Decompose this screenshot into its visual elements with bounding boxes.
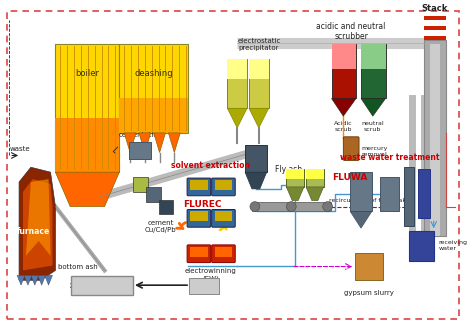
FancyBboxPatch shape [306,169,324,179]
FancyBboxPatch shape [55,44,119,172]
FancyBboxPatch shape [331,44,356,69]
Circle shape [286,202,296,212]
FancyBboxPatch shape [146,187,161,202]
Polygon shape [331,98,356,116]
FancyBboxPatch shape [249,59,269,108]
FancyBboxPatch shape [71,276,133,295]
Polygon shape [154,133,165,152]
Polygon shape [124,133,136,152]
Text: furnace: furnace [17,227,50,236]
Polygon shape [245,172,267,189]
FancyBboxPatch shape [190,180,208,190]
Text: zinc >99.995%: zinc >99.995% [70,281,133,290]
Text: gypsum slurry: gypsum slurry [344,290,394,296]
FancyBboxPatch shape [187,178,210,196]
Polygon shape [23,179,53,270]
FancyBboxPatch shape [228,59,247,108]
FancyBboxPatch shape [306,169,324,187]
Polygon shape [228,108,247,128]
Text: bottom ash: bottom ash [58,265,98,270]
Text: Stack: Stack [421,4,448,12]
FancyBboxPatch shape [119,44,188,133]
FancyBboxPatch shape [380,177,399,212]
FancyBboxPatch shape [215,247,232,257]
FancyBboxPatch shape [215,180,232,190]
FancyBboxPatch shape [215,212,232,221]
Text: ⌐: ⌐ [110,143,124,156]
Polygon shape [168,133,180,152]
FancyBboxPatch shape [252,202,330,212]
Text: Acidic
scrub: Acidic scrub [334,121,353,132]
FancyBboxPatch shape [212,245,235,263]
Polygon shape [19,167,55,280]
Text: FLUREC: FLUREC [183,199,222,209]
Polygon shape [286,187,304,201]
FancyBboxPatch shape [249,59,269,79]
Polygon shape [361,98,385,116]
Circle shape [250,202,260,212]
FancyBboxPatch shape [129,142,151,159]
FancyBboxPatch shape [409,231,434,261]
FancyBboxPatch shape [119,98,188,133]
FancyBboxPatch shape [159,200,173,215]
Text: acidic and neutral
scrubber: acidic and neutral scrubber [317,22,386,42]
FancyBboxPatch shape [286,169,304,179]
Text: waste water treatment: waste water treatment [340,153,439,162]
FancyBboxPatch shape [424,26,446,30]
Polygon shape [17,275,25,285]
Text: mercury
removal: mercury removal [361,146,387,157]
Polygon shape [24,275,32,285]
Text: cement
Cu/Cd/Pb: cement Cu/Cd/Pb [145,220,176,233]
Text: boiler: boiler [75,69,99,78]
Text: EW cell: EW cell [191,283,217,289]
Text: electrowinning
(EW): electrowinning (EW) [185,268,237,282]
FancyBboxPatch shape [55,118,119,172]
FancyBboxPatch shape [190,247,208,257]
Text: FLUWA: FLUWA [333,173,368,181]
Circle shape [323,202,333,212]
FancyBboxPatch shape [245,145,267,172]
Text: deashing: deashing [134,69,173,78]
FancyBboxPatch shape [212,178,235,196]
FancyBboxPatch shape [361,44,385,69]
FancyBboxPatch shape [424,16,446,20]
Text: Fly ash: Fly ash [274,165,301,174]
FancyBboxPatch shape [212,210,235,227]
Polygon shape [306,187,324,201]
Text: waste: waste [9,146,30,151]
Text: electrostatic
precipitator: electrostatic precipitator [237,38,281,51]
FancyBboxPatch shape [418,169,430,218]
Text: solvent extraction: solvent extraction [171,161,250,170]
FancyBboxPatch shape [133,177,148,192]
Polygon shape [350,212,372,228]
FancyBboxPatch shape [361,44,385,98]
Polygon shape [249,108,269,128]
Polygon shape [139,133,151,152]
FancyBboxPatch shape [430,44,439,236]
Text: recirculation of filter cake: recirculation of filter cake [329,198,410,203]
Text: neutral
scrub: neutral scrub [362,121,384,132]
FancyBboxPatch shape [404,167,414,226]
FancyBboxPatch shape [187,210,210,227]
FancyBboxPatch shape [228,59,247,79]
Polygon shape [31,275,39,285]
FancyBboxPatch shape [187,245,210,263]
FancyBboxPatch shape [343,137,359,160]
FancyBboxPatch shape [331,44,356,98]
Text: receiving
water: receiving water [438,240,468,251]
FancyBboxPatch shape [424,40,446,236]
Text: cementation: cementation [119,132,163,138]
FancyBboxPatch shape [189,278,219,294]
FancyBboxPatch shape [190,212,208,221]
FancyBboxPatch shape [350,172,372,212]
FancyBboxPatch shape [424,36,446,40]
FancyBboxPatch shape [355,253,383,280]
FancyBboxPatch shape [286,169,304,187]
Polygon shape [55,172,119,207]
Polygon shape [26,179,51,256]
Polygon shape [45,275,53,285]
Polygon shape [38,275,46,285]
